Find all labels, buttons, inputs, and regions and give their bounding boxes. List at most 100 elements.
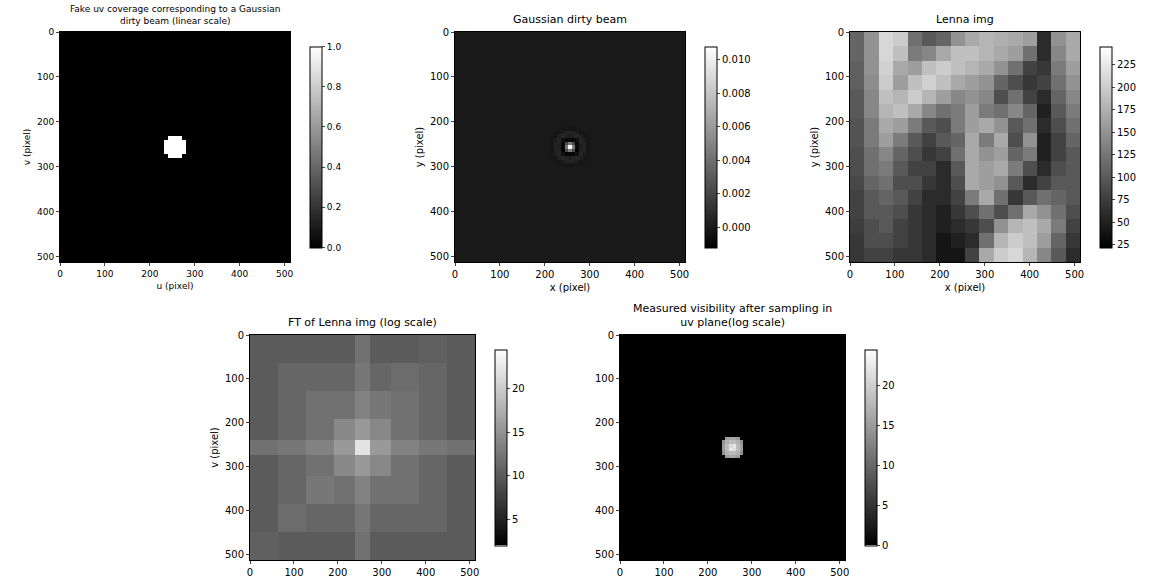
svg-text:100: 100 xyxy=(225,373,244,384)
svg-text:500: 500 xyxy=(276,269,293,279)
svg-text:100: 100 xyxy=(430,71,449,82)
svg-text:500: 500 xyxy=(830,567,849,578)
svg-text:300: 300 xyxy=(825,161,844,172)
svg-text:400: 400 xyxy=(825,206,844,217)
svg-text:10: 10 xyxy=(882,460,895,471)
svg-text:0.6: 0.6 xyxy=(327,122,342,132)
svg-text:0: 0 xyxy=(238,330,244,341)
svg-text:300: 300 xyxy=(372,567,391,578)
svg-text:300: 300 xyxy=(742,567,761,578)
svg-text:0: 0 xyxy=(247,567,253,578)
svg-text:0: 0 xyxy=(452,269,458,280)
svg-text:150: 150 xyxy=(1117,127,1136,138)
svg-text:v (pixel): v (pixel) xyxy=(209,427,220,468)
svg-text:500: 500 xyxy=(825,251,844,262)
svg-text:0.008: 0.008 xyxy=(722,88,751,99)
svg-text:225: 225 xyxy=(1117,59,1136,70)
svg-text:Fake uv coverage corresponding: Fake uv coverage corresponding to a Gaus… xyxy=(70,4,280,26)
svg-text:300: 300 xyxy=(580,269,599,280)
svg-text:0.002: 0.002 xyxy=(722,188,751,199)
svg-text:300: 300 xyxy=(186,269,203,279)
svg-text:0: 0 xyxy=(617,567,623,578)
svg-text:400: 400 xyxy=(416,567,435,578)
svg-text:200: 200 xyxy=(141,269,158,279)
svg-text:100: 100 xyxy=(885,269,904,280)
svg-text:400: 400 xyxy=(37,207,54,217)
svg-text:Lenna img: Lenna img xyxy=(936,13,994,26)
svg-text:400: 400 xyxy=(225,505,244,516)
svg-text:1.0: 1.0 xyxy=(327,42,342,52)
svg-text:0.2: 0.2 xyxy=(327,202,341,212)
svg-text:200: 200 xyxy=(825,116,844,127)
svg-text:0: 0 xyxy=(443,27,449,38)
svg-text:0: 0 xyxy=(838,27,844,38)
svg-text:400: 400 xyxy=(430,206,449,217)
svg-text:300: 300 xyxy=(37,162,54,172)
svg-text:300: 300 xyxy=(975,269,994,280)
svg-text:175: 175 xyxy=(1117,104,1136,115)
svg-text:0: 0 xyxy=(57,269,63,279)
svg-text:50: 50 xyxy=(1117,217,1130,228)
svg-text:Measured visibility after samp: Measured visibility after sampling inuv … xyxy=(633,302,832,329)
svg-text:u (pixel): u (pixel) xyxy=(157,281,194,291)
svg-text:300: 300 xyxy=(225,461,244,472)
svg-text:v (pixel): v (pixel) xyxy=(22,129,32,166)
svg-text:200: 200 xyxy=(225,417,244,428)
svg-text:10: 10 xyxy=(512,470,525,481)
svg-text:0.4: 0.4 xyxy=(327,162,342,172)
svg-text:0: 0 xyxy=(847,269,853,280)
svg-text:0.8: 0.8 xyxy=(327,82,342,92)
svg-text:100: 100 xyxy=(825,71,844,82)
svg-text:125: 125 xyxy=(1117,149,1136,160)
svg-text:100: 100 xyxy=(37,72,54,82)
svg-text:200: 200 xyxy=(1117,82,1136,93)
svg-text:0: 0 xyxy=(882,540,888,551)
svg-text:100: 100 xyxy=(490,269,509,280)
svg-text:500: 500 xyxy=(1065,269,1084,280)
svg-text:20: 20 xyxy=(512,383,525,394)
svg-text:25: 25 xyxy=(1117,239,1130,250)
svg-text:20: 20 xyxy=(882,380,895,391)
svg-text:500: 500 xyxy=(430,251,449,262)
svg-text:200: 200 xyxy=(930,269,949,280)
svg-text:300: 300 xyxy=(595,461,614,472)
svg-text:100: 100 xyxy=(654,567,673,578)
svg-text:0.010: 0.010 xyxy=(722,54,751,65)
svg-text:500: 500 xyxy=(670,269,689,280)
svg-text:400: 400 xyxy=(231,269,248,279)
svg-text:5: 5 xyxy=(512,514,518,525)
svg-text:400: 400 xyxy=(595,505,614,516)
svg-text:500: 500 xyxy=(595,549,614,560)
svg-text:400: 400 xyxy=(1020,269,1039,280)
svg-text:100: 100 xyxy=(284,567,303,578)
svg-text:200: 200 xyxy=(535,269,554,280)
svg-text:500: 500 xyxy=(225,549,244,560)
svg-text:Gaussian dirty beam: Gaussian dirty beam xyxy=(513,13,627,26)
svg-text:200: 200 xyxy=(328,567,347,578)
svg-text:300: 300 xyxy=(430,161,449,172)
svg-text:FT of Lenna img (log scale): FT of Lenna img (log scale) xyxy=(288,316,437,329)
svg-text:200: 200 xyxy=(430,116,449,127)
svg-text:0: 0 xyxy=(48,27,54,37)
svg-text:200: 200 xyxy=(698,567,717,578)
svg-text:400: 400 xyxy=(786,567,805,578)
svg-text:0: 0 xyxy=(608,330,614,341)
svg-text:100: 100 xyxy=(595,373,614,384)
svg-text:y (pixel): y (pixel) xyxy=(414,127,425,168)
svg-text:500: 500 xyxy=(37,252,54,262)
svg-text:400: 400 xyxy=(625,269,644,280)
svg-text:100: 100 xyxy=(96,269,113,279)
svg-text:x (pixel): x (pixel) xyxy=(945,282,986,293)
svg-text:75: 75 xyxy=(1117,194,1130,205)
svg-text:100: 100 xyxy=(1117,172,1136,183)
svg-text:15: 15 xyxy=(882,420,895,431)
svg-text:5: 5 xyxy=(882,500,888,511)
svg-text:y (pixel): y (pixel) xyxy=(809,127,820,168)
svg-text:15: 15 xyxy=(512,427,525,438)
svg-text:0.0: 0.0 xyxy=(327,243,342,253)
svg-text:x (pixel): x (pixel) xyxy=(550,282,591,293)
svg-text:0.004: 0.004 xyxy=(722,155,751,166)
svg-text:500: 500 xyxy=(460,567,479,578)
svg-text:200: 200 xyxy=(595,417,614,428)
svg-text:0.000: 0.000 xyxy=(722,222,751,233)
